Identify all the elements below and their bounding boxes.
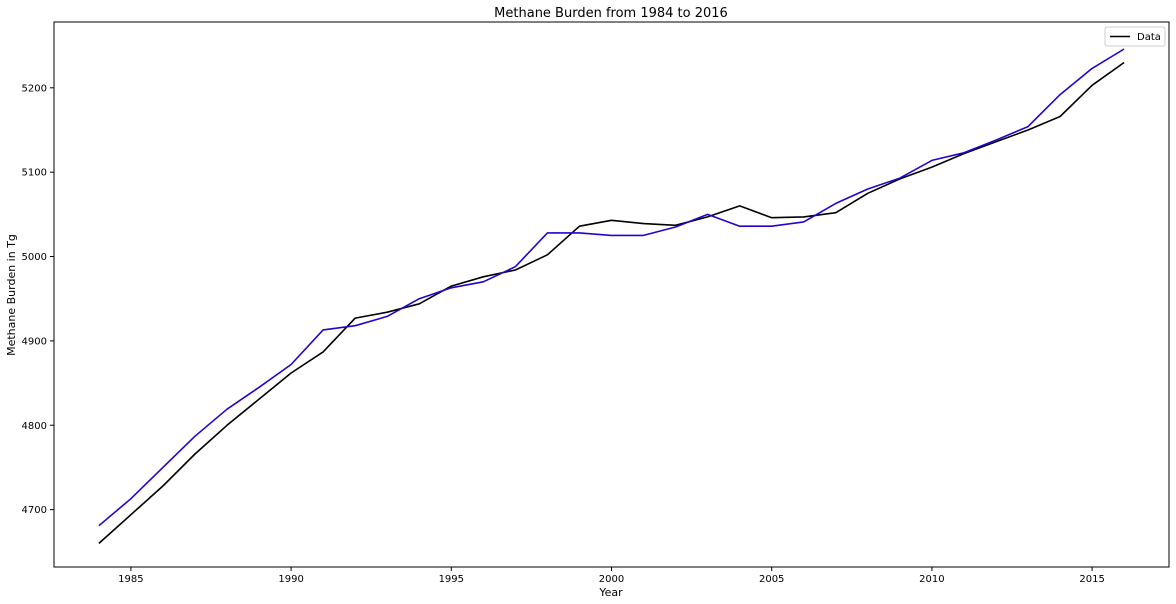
y-tick-label: 5200: [22, 83, 47, 94]
x-tick-label: 2000: [599, 574, 624, 585]
y-axis-label: Methane Burden in Tg: [5, 234, 18, 356]
plot-area-border: [53, 21, 1170, 568]
chart-title: Methane Burden from 1984 to 2016: [494, 6, 728, 21]
x-tick-label: 2015: [1079, 574, 1104, 585]
x-axis-label: Year: [598, 586, 623, 599]
legend-label-data: Data: [1137, 32, 1161, 43]
y-tick-label: 5000: [22, 252, 47, 263]
legend-box: [1104, 26, 1166, 47]
legend: Data: [1104, 26, 1166, 47]
y-axis-ticks: 4700 4800 4900 5000 5100 5200: [22, 83, 54, 516]
x-axis-ticks: 1985 1990 1995 2000 2005 2010 2015: [118, 567, 1105, 585]
x-tick-label: 2010: [919, 574, 944, 585]
x-tick-label: 1990: [278, 574, 303, 585]
x-tick-label: 2005: [759, 574, 784, 585]
y-tick-label: 4700: [22, 505, 47, 516]
x-tick-label: 1995: [439, 574, 464, 585]
y-tick-label: 5100: [22, 168, 47, 179]
plot-frame: [53, 21, 1170, 568]
series-layer: [98, 48, 1125, 544]
y-tick-label: 4900: [22, 336, 47, 347]
x-tick-label: 1985: [118, 574, 143, 585]
series-line-data: [98, 61, 1125, 544]
y-tick-label: 4800: [22, 421, 47, 432]
series-line-fit: [98, 48, 1125, 527]
